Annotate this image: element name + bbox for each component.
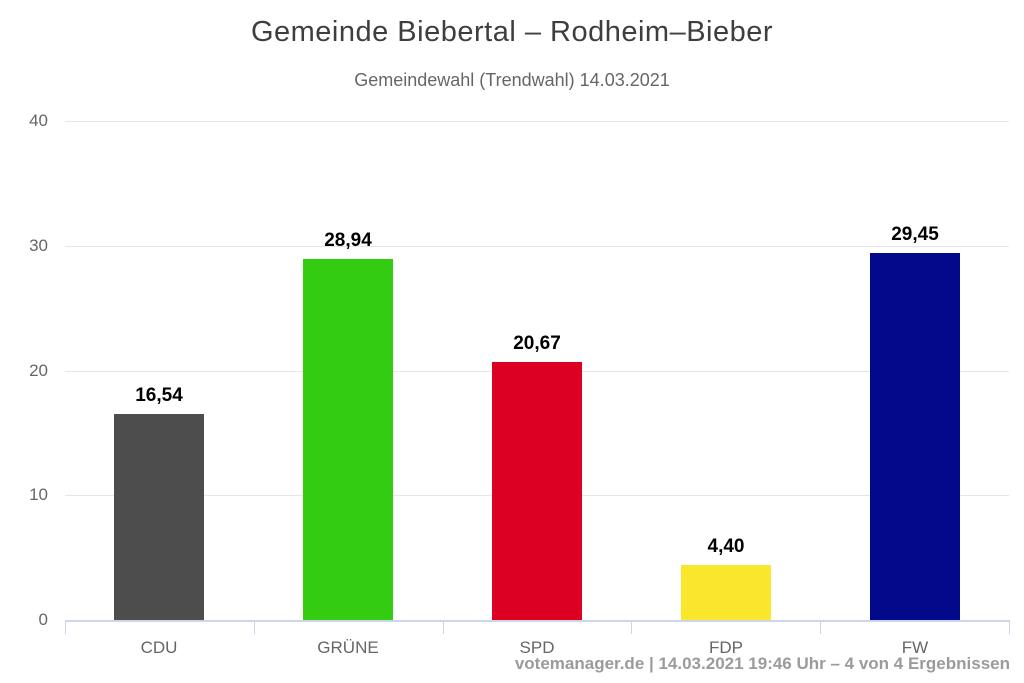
x-axis-tick bbox=[65, 620, 66, 634]
bar-cdu[interactable] bbox=[114, 414, 204, 620]
bar-fdp[interactable] bbox=[681, 565, 771, 620]
credits-text: votemanager.de | 14.03.2021 19:46 Uhr – … bbox=[514, 654, 1010, 673]
x-axis-line bbox=[65, 620, 1010, 622]
x-axis-label-spd: SPD bbox=[519, 638, 555, 657]
x-axis-label-cdu: CDU bbox=[140, 638, 178, 657]
y-axis-label-0: 0 bbox=[38, 610, 48, 629]
y-axis-label-10: 10 bbox=[29, 485, 48, 504]
x-axis-tick bbox=[1009, 620, 1010, 634]
chart-subtitle: Gemeindewahl (Trendwahl) 14.03.2021 bbox=[354, 70, 670, 90]
chart-title: Gemeinde Biebertal – Rodheim–Bieber bbox=[250, 16, 774, 48]
x-axis-label-fdp: FDP bbox=[709, 638, 743, 657]
x-axis-tick bbox=[631, 620, 632, 634]
y-axis-label-30: 30 bbox=[29, 236, 48, 255]
value-label-grne: 28,94 bbox=[324, 230, 372, 251]
y-axis-label-20: 20 bbox=[29, 361, 48, 380]
value-label-fdp: 4,40 bbox=[707, 536, 745, 557]
value-label-fw: 29,45 bbox=[891, 224, 939, 245]
bar-fw[interactable] bbox=[870, 253, 960, 620]
gridline-y40 bbox=[65, 121, 1009, 122]
bar-grne[interactable] bbox=[303, 259, 393, 620]
x-axis-label-fw: FW bbox=[901, 638, 929, 657]
value-label-spd: 20,67 bbox=[513, 333, 561, 354]
x-axis-tick bbox=[254, 620, 255, 634]
x-axis-tick bbox=[820, 620, 821, 634]
x-axis-tick bbox=[443, 620, 444, 634]
value-label-cdu: 16,54 bbox=[135, 385, 183, 406]
y-axis-label-40: 40 bbox=[29, 111, 48, 130]
bar-spd[interactable] bbox=[492, 362, 582, 620]
x-axis-label-grne: GRÜNE bbox=[317, 638, 379, 657]
gridline-y30 bbox=[65, 246, 1009, 247]
